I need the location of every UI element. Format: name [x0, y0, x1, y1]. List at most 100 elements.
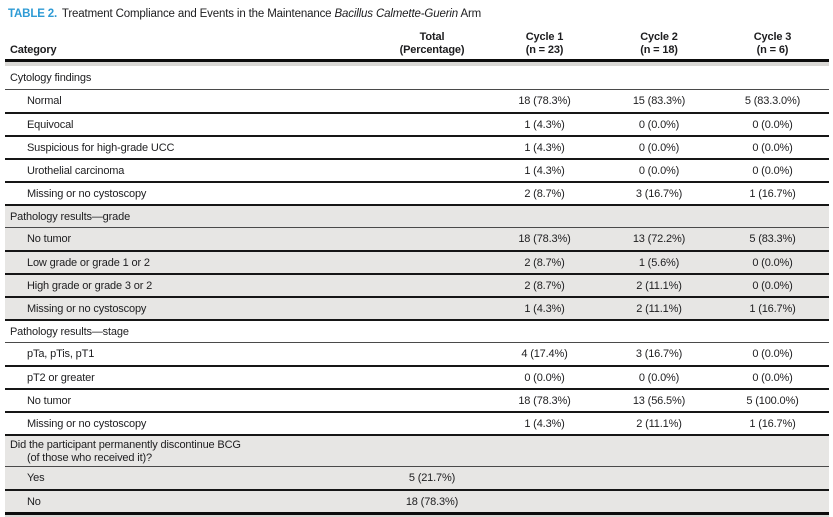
col-header-cycle2-line1: Cycle 2 [640, 31, 678, 43]
section-header-label: Pathology results—stage [10, 325, 129, 338]
col-header-cycle3: Cycle 3 (n = 6) [716, 31, 829, 56]
cell-cycle3: 1 (16.7%) [749, 302, 796, 315]
cell-cycle2: 2 (11.1%) [636, 302, 682, 315]
section-header-label: Pathology results—grade [10, 210, 131, 223]
row-label: pTa, pTis, pT1 [27, 348, 95, 360]
cell-cycle1: 2 (8.7%) [524, 187, 565, 200]
cell-cycle2: 0 (0.0%) [638, 118, 680, 131]
cell-cycle2: 0 (0.0%) [638, 164, 680, 177]
table-title-suffix: Arm [460, 8, 482, 20]
cell-total: 18 (78.3%) [405, 495, 459, 508]
row-label: Normal [27, 95, 62, 107]
section-header-row: Did the participant permanently disconti… [5, 434, 829, 466]
col-header-category: Category [10, 43, 57, 56]
cell-total: 5 (21.7%) [408, 472, 456, 484]
cell-cycle1: 2 (8.7%) [524, 256, 565, 269]
cell-cycle2: 13 (72.2%) [632, 233, 686, 245]
table-row: Equivocal 1 (4.3%) 0 (0.0%) 0 (0.0%) [5, 112, 829, 135]
cell-cycle3: 0 (0.0%) [752, 164, 793, 177]
table-row: pTa, pTis, pT1 4 (17.4%) 3 (16.7%) 0 (0.… [5, 342, 829, 365]
cell-cycle2: 3 (16.7%) [635, 348, 683, 360]
cell-cycle2: 0 (0.0%) [638, 141, 680, 154]
col-header-cycle1-line1: Cycle 1 [525, 31, 564, 43]
cell-cycle3: 0 (0.0%) [752, 118, 793, 131]
table-title-text: Treatment Compliance and Events in the M… [61, 8, 332, 20]
table-row: Missing or no cystoscopy 1 (4.3%) 2 (11.… [5, 411, 829, 434]
cell-cycle2: 2 (11.1%) [636, 417, 682, 430]
cell-cycle2: 1 (5.6%) [638, 256, 680, 269]
col-header-total-line2: (Percentage) [399, 43, 465, 56]
cell-cycle1: 1 (4.3%) [524, 164, 565, 177]
table-row: Normal 18 (78.3%) 15 (83.3%) 5 (83.3.0%) [5, 89, 829, 112]
row-label: No tumor [27, 233, 72, 245]
cell-cycle3: 5 (100.0%) [746, 394, 799, 407]
top-shade-strip [5, 62, 829, 66]
table-row: Yes 5 (21.7%) [5, 466, 829, 489]
cell-cycle3: 0 (0.0%) [752, 256, 793, 269]
cell-cycle3: 1 (16.7%) [749, 417, 796, 430]
row-label: Yes [27, 472, 45, 484]
row-label: Suspicious for high-grade UCC [27, 141, 175, 154]
row-label: pT2 or greater [27, 371, 95, 384]
cell-cycle1: 18 (78.3%) [518, 95, 571, 107]
section-header-line1: Did the participant permanently disconti… [10, 439, 241, 451]
col-header-total: Total (Percentage) [377, 31, 487, 56]
header-rule [5, 59, 829, 62]
row-label: Urothelial carcinoma [27, 164, 125, 177]
bottom-rule [5, 512, 829, 515]
cell-cycle1: 1 (4.3%) [524, 417, 565, 430]
row-label: Missing or no cystoscopy [27, 417, 147, 430]
table-row: High grade or grade 3 or 2 2 (8.7%) 2 (1… [5, 273, 829, 296]
cell-cycle2: 0 (0.0%) [638, 371, 680, 384]
table-row: Urothelial carcinoma 1 (4.3%) 0 (0.0%) 0… [5, 158, 829, 181]
section-header-row: Pathology results—grade [5, 204, 829, 227]
table-title: TABLE 2. Treatment Compliance and Events… [0, 0, 833, 21]
row-label: Low grade or grade 1 or 2 [27, 256, 150, 269]
row-label: High grade or grade 3 or 2 [27, 279, 153, 292]
cell-cycle2: 13 (56.5%) [632, 394, 686, 407]
row-label: No [27, 495, 41, 508]
cell-cycle1: 4 (17.4%) [521, 348, 568, 360]
cell-cycle3: 0 (0.0%) [752, 141, 793, 154]
col-header-cycle3-line2: (n = 6) [756, 43, 789, 56]
section-header-row: Pathology results—stage [5, 319, 829, 342]
table-title-italic: Bacillus Calmette-Guerin [334, 8, 459, 20]
cell-cycle1: 2 (8.7%) [524, 279, 565, 292]
cell-cycle2: 15 (83.3%) [632, 95, 686, 107]
cell-cycle1: 1 (4.3%) [524, 302, 565, 315]
col-header-cycle2-line2: (n = 18) [640, 43, 678, 56]
col-header-total-line1: Total [419, 31, 445, 43]
section-header-label: Did the participant permanently disconti… [5, 436, 829, 465]
col-header-cycle1-line2: (n = 23) [525, 43, 564, 56]
section-header-row: Cytology findings [5, 66, 829, 89]
cell-cycle3: 5 (83.3.0%) [744, 95, 801, 107]
cell-cycle2: 3 (16.7%) [635, 187, 683, 200]
cell-cycle1: 1 (4.3%) [524, 118, 565, 131]
cell-cycle1: 0 (0.0%) [524, 371, 565, 384]
table-row: Suspicious for high-grade UCC 1 (4.3%) 0… [5, 135, 829, 158]
cell-cycle1: 18 (78.3%) [518, 233, 571, 245]
table-row: No tumor 18 (78.3%) 13 (56.5%) 5 (100.0%… [5, 388, 829, 411]
section-header-line2: (of those who received it)? [27, 452, 152, 464]
row-label: No tumor [27, 394, 72, 407]
table-row: pT2 or greater 0 (0.0%) 0 (0.0%) 0 (0.0%… [5, 365, 829, 388]
cell-cycle3: 5 (83.3%) [749, 233, 796, 245]
table-row: No tumor 18 (78.3%) 13 (72.2%) 5 (83.3%) [5, 227, 829, 250]
table-row: Missing or no cystoscopy 2 (8.7%) 3 (16.… [5, 181, 829, 204]
cell-cycle3: 0 (0.0%) [752, 371, 793, 384]
cell-cycle1: 18 (78.3%) [518, 394, 571, 407]
table-row: Missing or no cystoscopy 1 (4.3%) 2 (11.… [5, 296, 829, 319]
cell-cycle3: 1 (16.7%) [749, 187, 796, 200]
row-label: Missing or no cystoscopy [27, 187, 147, 200]
col-header-cycle2: Cycle 2 (n = 18) [602, 31, 716, 56]
section-header-label: Cytology findings [10, 71, 92, 84]
table-number-label: TABLE 2. [8, 8, 58, 20]
col-header-cycle1: Cycle 1 (n = 23) [487, 31, 602, 56]
column-header-row: Category Total (Percentage) Cycle 1 (n =… [5, 27, 829, 59]
col-header-cycle3-line1: Cycle 3 [753, 31, 792, 43]
cell-cycle1: 1 (4.3%) [524, 141, 565, 154]
table-row: No 18 (78.3%) [5, 489, 829, 512]
data-table: Category Total (Percentage) Cycle 1 (n =… [5, 27, 829, 517]
row-label: Equivocal [27, 118, 74, 131]
